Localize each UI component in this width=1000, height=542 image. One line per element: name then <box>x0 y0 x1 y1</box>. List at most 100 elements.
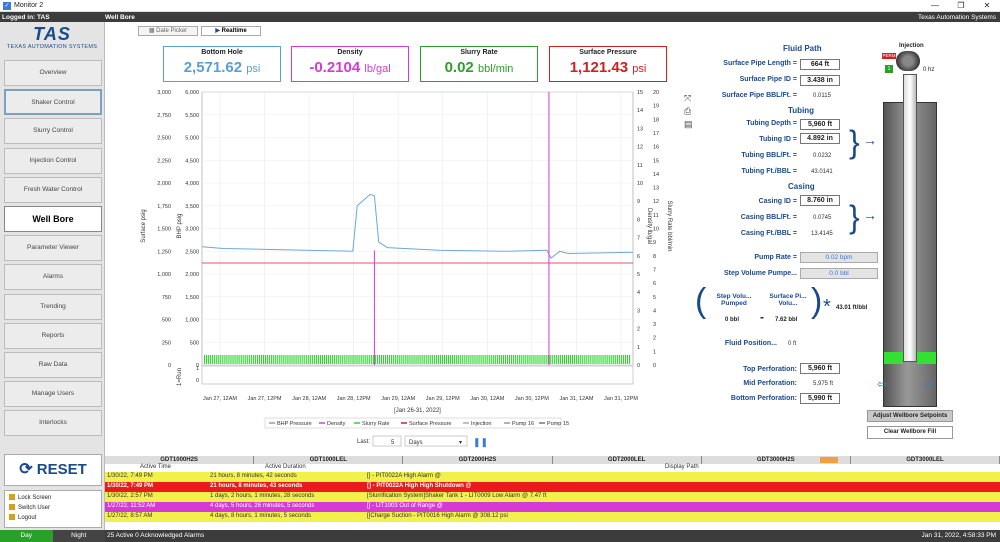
slurry-rate-bar <box>384 355 387 364</box>
alarm-path: [] - LIT1003 Out of Range @ <box>367 503 443 509</box>
slurry-rate-bar <box>330 355 332 364</box>
alarm-row[interactable]: 1/30/22, 2:57 PM 1 days, 2 hours, 1 minut… <box>105 492 1000 502</box>
gdt-gdt2000lel[interactable]: GDT2000LEL <box>552 456 702 464</box>
slurry-rate-bar <box>450 355 452 364</box>
night-mode-button[interactable]: Night <box>52 530 105 542</box>
y-slurry-tick: 0 <box>653 363 656 369</box>
adjust-setpoints-button[interactable]: Adjust Wellbore Setpoints <box>867 410 953 422</box>
slurry-rate-bar <box>334 355 336 364</box>
slurry-rate-bar <box>403 355 405 364</box>
y-axis-label-slurry: Slurry Rate bbl/min <box>666 200 672 251</box>
save-icon[interactable]: ▤ <box>684 119 693 129</box>
logo-text: TAS <box>33 24 71 44</box>
slurry-rate-bar <box>466 355 468 364</box>
surface-pipe-id-field[interactable]: 3.438 in <box>800 75 840 86</box>
switch-user-button[interactable]: Switch User <box>9 503 101 513</box>
minimize-icon[interactable]: — <box>931 1 939 10</box>
slurry-rate-bar <box>338 355 340 364</box>
alarm-row[interactable]: 1/27/22, 11:52 AM 4 days, 5 hours, 26 min… <box>105 502 1000 512</box>
nav-item-overview[interactable]: Overview <box>4 60 102 86</box>
slurry-rate-bar <box>305 355 307 364</box>
trend-chart[interactable]: Jan 27, 12AM Jan 27, 12PM Jan 28, 12AM Jan … <box>105 86 695 456</box>
metric-unit: lb/gal <box>364 63 391 75</box>
slurry-rate-bar <box>252 355 254 364</box>
metric-number: -0.2104 <box>309 59 361 76</box>
tubing-brace-icon: } <box>849 124 860 160</box>
injection-pump-icon[interactable] <box>896 51 920 71</box>
clear-fill-button[interactable]: Clear Wellbore Fill <box>867 426 953 439</box>
slurry-rate-bar <box>273 355 275 364</box>
pause-icon[interactable]: ❚❚ <box>473 437 488 448</box>
maximize-icon[interactable]: ❐ <box>957 1 965 10</box>
nav-item-injection-control[interactable]: Injection Control <box>4 147 102 174</box>
metric-number: 2,571.62 <box>183 59 243 76</box>
slurry-rate-bar <box>574 355 576 364</box>
close-icon[interactable]: ✕ <box>983 1 991 10</box>
alarm-row[interactable]: 1/30/22, 7:49 PM 21 hours, 8 minutes, 43 … <box>105 482 1000 492</box>
nav-item-fresh-water-control[interactable]: Fresh Water Control <box>4 176 102 203</box>
alarm-row[interactable]: 1/27/22, 8:57 AM 4 days, 8 hours, 1 minut… <box>105 512 1000 522</box>
gdt-gdt1000lel[interactable]: GDT1000LEL <box>254 456 404 464</box>
x-tick-label: Jan 27, 12AM <box>203 396 237 402</box>
gdt-gdt1000h2s[interactable]: GDT1000H2S <box>105 456 255 464</box>
lock-screen-button[interactable]: Lock Screen <box>9 493 101 503</box>
casing-id-field[interactable]: 8.760 in <box>800 195 840 206</box>
legend-item[interactable]: Surface Pressure <box>409 421 452 427</box>
top-perforation-field[interactable]: 5,960 ft <box>800 363 840 374</box>
legend-item[interactable]: BHP Pressure <box>277 421 312 427</box>
realtime-tab[interactable]: ▶ Realtime <box>201 26 261 36</box>
expand-icon[interactable]: ⤧ <box>684 93 692 103</box>
legend-item[interactable]: Injection <box>471 421 492 427</box>
alarm-row[interactable]: 1/30/22, 7:49 PM 21 hours, 8 minutes, 42 … <box>105 472 1000 482</box>
reset-button[interactable]: ⟳ RESET <box>4 454 102 486</box>
lock-screen-label: Lock Screen <box>18 495 52 501</box>
tubing-depth-field[interactable]: 5,960 ft <box>800 119 840 130</box>
gdt-gdt3000lel[interactable]: GDT3000LEL <box>850 456 1000 464</box>
slurry-rate-bar <box>315 355 317 364</box>
nav-item-manage-users[interactable]: Manage Users <box>4 381 102 408</box>
slurry-rate-bar <box>216 355 218 364</box>
logout-button[interactable]: Logout <box>9 513 101 523</box>
slurry-rate-bar <box>476 355 478 364</box>
last-unit-select[interactable] <box>404 435 468 447</box>
gdt-gdt3000h2s[interactable]: GDT3000H2S <box>701 456 851 464</box>
slurry-rate-bar <box>220 355 222 364</box>
step-volume-field[interactable]: 0.0 bbl <box>800 268 878 279</box>
y-surface-tick: 1,250 <box>157 249 171 255</box>
date-picker-tab[interactable]: ▦ Date Picker <box>138 26 198 36</box>
nav-item-shaker-control[interactable]: Shaker Control <box>4 89 102 116</box>
nav-item-trending[interactable]: Trending <box>4 293 102 320</box>
slurry-rate-bar <box>572 355 574 364</box>
legend-item[interactable]: Slurry Rate <box>362 421 390 427</box>
legend-item[interactable]: Density <box>327 421 346 427</box>
slurry-rate-bar <box>596 355 598 364</box>
slurry-rate-bar <box>321 355 324 364</box>
slurry-rate-bar <box>598 355 600 364</box>
nav-item-parameter-viewer[interactable]: Parameter Viewer <box>4 235 102 262</box>
legend-item[interactable]: Pump 15 <box>547 421 569 427</box>
nav-item-interlocks[interactable]: Interlocks <box>4 410 102 437</box>
print-icon[interactable]: ⎙ <box>684 106 692 116</box>
last-value-input[interactable] <box>372 435 402 447</box>
tubing-id-field[interactable]: 4.892 in <box>800 133 840 144</box>
tubing-id-label: Tubing ID = <box>759 136 797 143</box>
y-surface-tick: 2,250 <box>157 158 171 164</box>
legend-item[interactable]: Pump 16 <box>512 421 534 427</box>
gdt-gdt2000h2s[interactable]: GDT2000H2S <box>403 456 553 464</box>
y-surface-tick: 2,500 <box>157 136 171 142</box>
nav-item-reports[interactable]: Reports <box>4 322 102 349</box>
slurry-rate-bar <box>547 355 549 364</box>
nav-item-slurry-control[interactable]: Slurry Control <box>4 118 102 145</box>
nav-item-well-bore[interactable]: Well Bore <box>4 206 102 232</box>
slurry-rate-bar <box>254 355 256 364</box>
nav-item-alarms[interactable]: Alarms <box>4 264 102 291</box>
clock: Jan 31, 2022, 4:58:33 PM <box>921 532 996 539</box>
bottom-perforation-field[interactable]: 5,990 ft <box>800 393 840 404</box>
nav-item-raw-data[interactable]: Raw Data <box>4 352 102 378</box>
company-name: Texas Automation Systems <box>917 13 996 21</box>
slurry-rate-bar <box>592 355 594 364</box>
pump-rate-field[interactable]: 0.02 bpm <box>800 252 878 263</box>
day-mode-button[interactable]: Day <box>0 530 53 542</box>
surface-pipe-length-field[interactable]: 664 ft <box>800 59 840 70</box>
y-density-tick: 12 <box>637 145 643 151</box>
